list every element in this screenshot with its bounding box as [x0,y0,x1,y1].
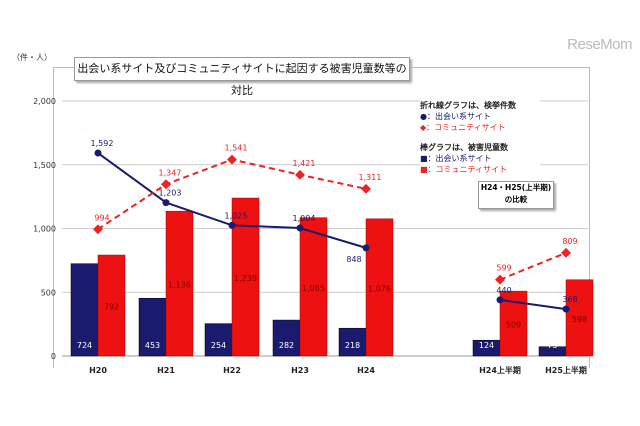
series-line [499,251,567,281]
bar-label: 254 [211,341,226,350]
x-tick-label: H24 [357,366,375,375]
bar-label: 1,085 [302,284,325,293]
x-tick-label: H25上半期 [545,365,587,375]
bar-label: 1,239 [234,274,257,283]
bar [565,279,594,357]
legend-line-dating: ●：出会い系サイト [420,112,491,121]
line-label: 1,025 [225,211,248,220]
line-label: 599 [496,264,511,273]
y-tick-label: 1,000 [33,225,56,234]
bar [70,263,99,357]
line-point [561,247,571,258]
bar [165,210,194,357]
bar-label: 282 [279,341,294,350]
line-point [94,149,102,157]
bar-label: 509 [506,321,521,330]
comparison-note-line2: の比較 [504,195,528,204]
line-label: 1,347 [159,168,182,177]
legend-line-community: ◆：コミュニティサイト [420,123,506,132]
x-tick-label: H21 [157,366,175,375]
legend-bar-dating: ■：出会い系サイト [420,154,492,163]
watermark-logo: ReseMom [567,36,632,53]
line-label: 1,004 [293,214,316,223]
line-point [228,221,236,229]
line-point [162,199,170,207]
x-tick-label: H20 [89,366,107,375]
bar [338,327,367,357]
line-point [227,154,237,165]
y-tick-label: 500 [41,288,56,297]
bar [299,217,328,357]
bar-label: 73 [547,341,557,350]
bar [97,254,126,357]
line-label: 1,203 [159,189,182,198]
bar-label: 218 [345,341,360,350]
x-tick-label: H22 [223,366,241,375]
line-point [295,169,305,180]
bar-label: 124 [479,341,494,350]
line-point [161,179,171,190]
line-label: 440 [496,286,511,295]
line-point [362,244,370,252]
y-axis-unit: （件・人） [12,53,52,62]
line-label: 1,592 [91,139,114,148]
legend-line-header: 折れ線グラフは、検挙件数 [420,101,516,110]
line-label: 1,541 [225,144,248,153]
bar-label: 792 [104,303,119,312]
bar-label: 598 [572,315,587,324]
comparison-note-line1: H24・H25(上半期) [480,183,552,192]
line-label: 809 [562,237,577,246]
chart-title: 出会い系サイト及びコミュニティサイトに起因する被害児童数等の対比 [74,57,410,97]
line-point [562,305,570,313]
line-point [361,183,371,194]
line-label: 1,421 [293,159,316,168]
bar [231,197,260,357]
bar-label: 1,136 [168,281,191,290]
bar [365,218,394,357]
line-point [496,296,504,304]
x-tick-label: H23 [291,366,309,375]
line-label: 368 [562,295,577,304]
bar-label: 724 [77,341,92,350]
line-label: 994 [94,213,109,222]
bar [204,323,233,357]
bar [272,319,301,357]
line-label: 848 [346,255,361,264]
legend-bar-header: 棒グラフは、被害児童数 [420,143,508,152]
bar-label: 1,076 [368,284,391,293]
line-point [296,224,304,232]
y-tick-label: 2,000 [33,97,56,106]
series-line [499,298,567,311]
y-tick-label: 0 [51,352,56,361]
legend: 折れ線グラフは、検挙件数 ●：出会い系サイト ◆：コミュニティサイト 棒グラフは… [420,100,540,175]
comparison-note: H24・H25(上半期) の比較 [478,181,554,209]
bar-label: 453 [145,341,160,350]
legend-bar-community: ■：コミュニティサイト [420,165,508,174]
line-label: 1,311 [359,173,382,182]
y-tick-label: 1,500 [33,161,56,170]
line-point [93,224,103,235]
x-tick-label: H24上半期 [479,365,521,375]
line-point [495,274,505,285]
